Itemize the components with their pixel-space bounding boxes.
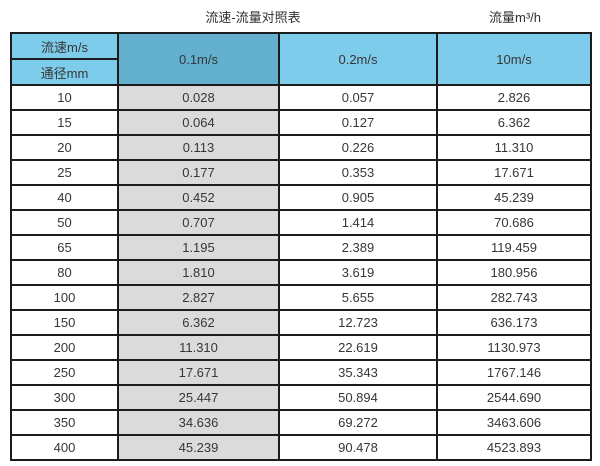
table-row: 50 0.707 1.414 70.686 (10, 209, 592, 236)
page-title: 流速-流量对照表 (205, 10, 301, 25)
flow-value-cell: 12.723 (278, 309, 438, 336)
table-row: 350 34.636 69.272 3463.606 (10, 409, 592, 436)
flow-value-cell: 636.173 (436, 309, 592, 336)
table-row: 65 1.195 2.389 119.459 (10, 234, 592, 261)
diameter-corner-label: 通径mm (10, 58, 119, 86)
diameter-cell: 400 (10, 434, 119, 461)
flow-value-cell: 1767.146 (436, 359, 592, 386)
table-row: 100 2.827 5.655 282.743 (10, 284, 592, 311)
table-row: 15 0.064 0.127 6.362 (10, 109, 592, 136)
flow-value-cell: 2544.690 (436, 384, 592, 411)
diameter-cell: 150 (10, 309, 119, 336)
table-row: 150 6.362 12.723 636.173 (10, 309, 592, 336)
flow-value-cell: 45.239 (436, 184, 592, 211)
flow-value-cell: 0.113 (117, 134, 280, 161)
table-row: 20 0.113 0.226 11.310 (10, 134, 592, 161)
flow-value-cell: 2.827 (117, 284, 280, 311)
flow-value-cell: 0.226 (278, 134, 438, 161)
flow-value-cell: 0.707 (117, 209, 280, 236)
flow-value-cell: 1130.973 (436, 334, 592, 361)
table-row: 200 11.310 22.619 1130.973 (10, 334, 592, 361)
flow-value-cell: 3463.606 (436, 409, 592, 436)
flow-value-cell: 0.452 (117, 184, 280, 211)
flow-value-cell: 4523.893 (436, 434, 592, 461)
flow-value-cell: 0.353 (278, 159, 438, 186)
table-row: 25 0.177 0.353 17.671 (10, 159, 592, 186)
table-row: 40 0.452 0.905 45.239 (10, 184, 592, 211)
flow-value-cell: 25.447 (117, 384, 280, 411)
diameter-cell: 350 (10, 409, 119, 436)
table-row: 400 45.239 90.478 4523.893 (10, 434, 592, 461)
diameter-cell: 100 (10, 284, 119, 311)
titlebar: 流速-流量对照表 流量m³/h (0, 0, 600, 30)
flow-value-cell: 0.127 (278, 109, 438, 136)
diameter-cell: 65 (10, 234, 119, 261)
flow-value-cell: 11.310 (436, 134, 592, 161)
flow-value-cell: 0.905 (278, 184, 438, 211)
velocity-corner-label: 流速m/s (10, 32, 119, 60)
flow-value-cell: 2.389 (278, 234, 438, 261)
flow-value-cell: 34.636 (117, 409, 280, 436)
table-row: 80 1.810 3.619 180.956 (10, 259, 592, 286)
flow-value-cell: 2.826 (436, 84, 592, 111)
table-body: 10 0.028 0.057 2.826 15 0.064 0.127 6.362 20 0.11… (10, 84, 592, 461)
diameter-cell: 40 (10, 184, 119, 211)
diameter-cell: 250 (10, 359, 119, 386)
flow-unit-label: 流量m³/h (488, 10, 542, 25)
diameter-cell: 10 (10, 84, 119, 111)
flow-value-cell: 180.956 (436, 259, 592, 286)
flow-value-cell: 0.057 (278, 84, 438, 111)
header-row-top: 流速m/s 0.1m/s 0.2m/s 10m/s (10, 32, 592, 86)
table-header: 流速m/s 0.1m/s 0.2m/s 10m/s 通径mm (10, 32, 592, 86)
diameter-cell: 15 (10, 109, 119, 136)
flow-value-cell: 1.414 (278, 209, 438, 236)
flow-value-cell: 6.362 (117, 309, 280, 336)
flow-value-cell: 11.310 (117, 334, 280, 361)
diameter-cell: 20 (10, 134, 119, 161)
flow-value-cell: 0.028 (117, 84, 280, 111)
flow-value-cell: 17.671 (117, 359, 280, 386)
velocity-header-10: 10m/s (436, 32, 592, 86)
diameter-cell: 80 (10, 259, 119, 286)
flow-comparison-table: 流速m/s 0.1m/s 0.2m/s 10m/s 通径mm 10 0.028 0.… (10, 32, 592, 461)
flow-value-cell: 1.810 (117, 259, 280, 286)
flow-value-cell: 22.619 (278, 334, 438, 361)
table-row: 300 25.447 50.894 2544.690 (10, 384, 592, 411)
flow-value-cell: 69.272 (278, 409, 438, 436)
diameter-cell: 200 (10, 334, 119, 361)
flow-value-cell: 5.655 (278, 284, 438, 311)
flow-value-cell: 0.064 (117, 109, 280, 136)
diameter-cell: 50 (10, 209, 119, 236)
header-row-bottom: 通径mm (10, 58, 591, 86)
table-row: 10 0.028 0.057 2.826 (10, 84, 592, 111)
flow-value-cell: 1.195 (117, 234, 280, 261)
flow-value-cell: 45.239 (117, 434, 280, 461)
flow-value-cell: 6.362 (436, 109, 592, 136)
flow-value-cell: 17.671 (436, 159, 592, 186)
table-row: 250 17.671 35.343 1767.146 (10, 359, 592, 386)
flow-value-cell: 70.686 (436, 209, 592, 236)
flow-value-cell: 0.177 (117, 159, 280, 186)
diameter-cell: 300 (10, 384, 119, 411)
flow-value-cell: 3.619 (278, 259, 438, 286)
flow-value-cell: 35.343 (278, 359, 438, 386)
diameter-cell: 25 (10, 159, 119, 186)
flow-value-cell: 119.459 (436, 234, 592, 261)
flow-value-cell: 282.743 (436, 284, 592, 311)
flow-value-cell: 90.478 (278, 434, 438, 461)
flow-value-cell: 50.894 (278, 384, 438, 411)
velocity-header-0.1: 0.1m/s (117, 32, 280, 86)
velocity-header-0.2: 0.2m/s (278, 32, 438, 86)
